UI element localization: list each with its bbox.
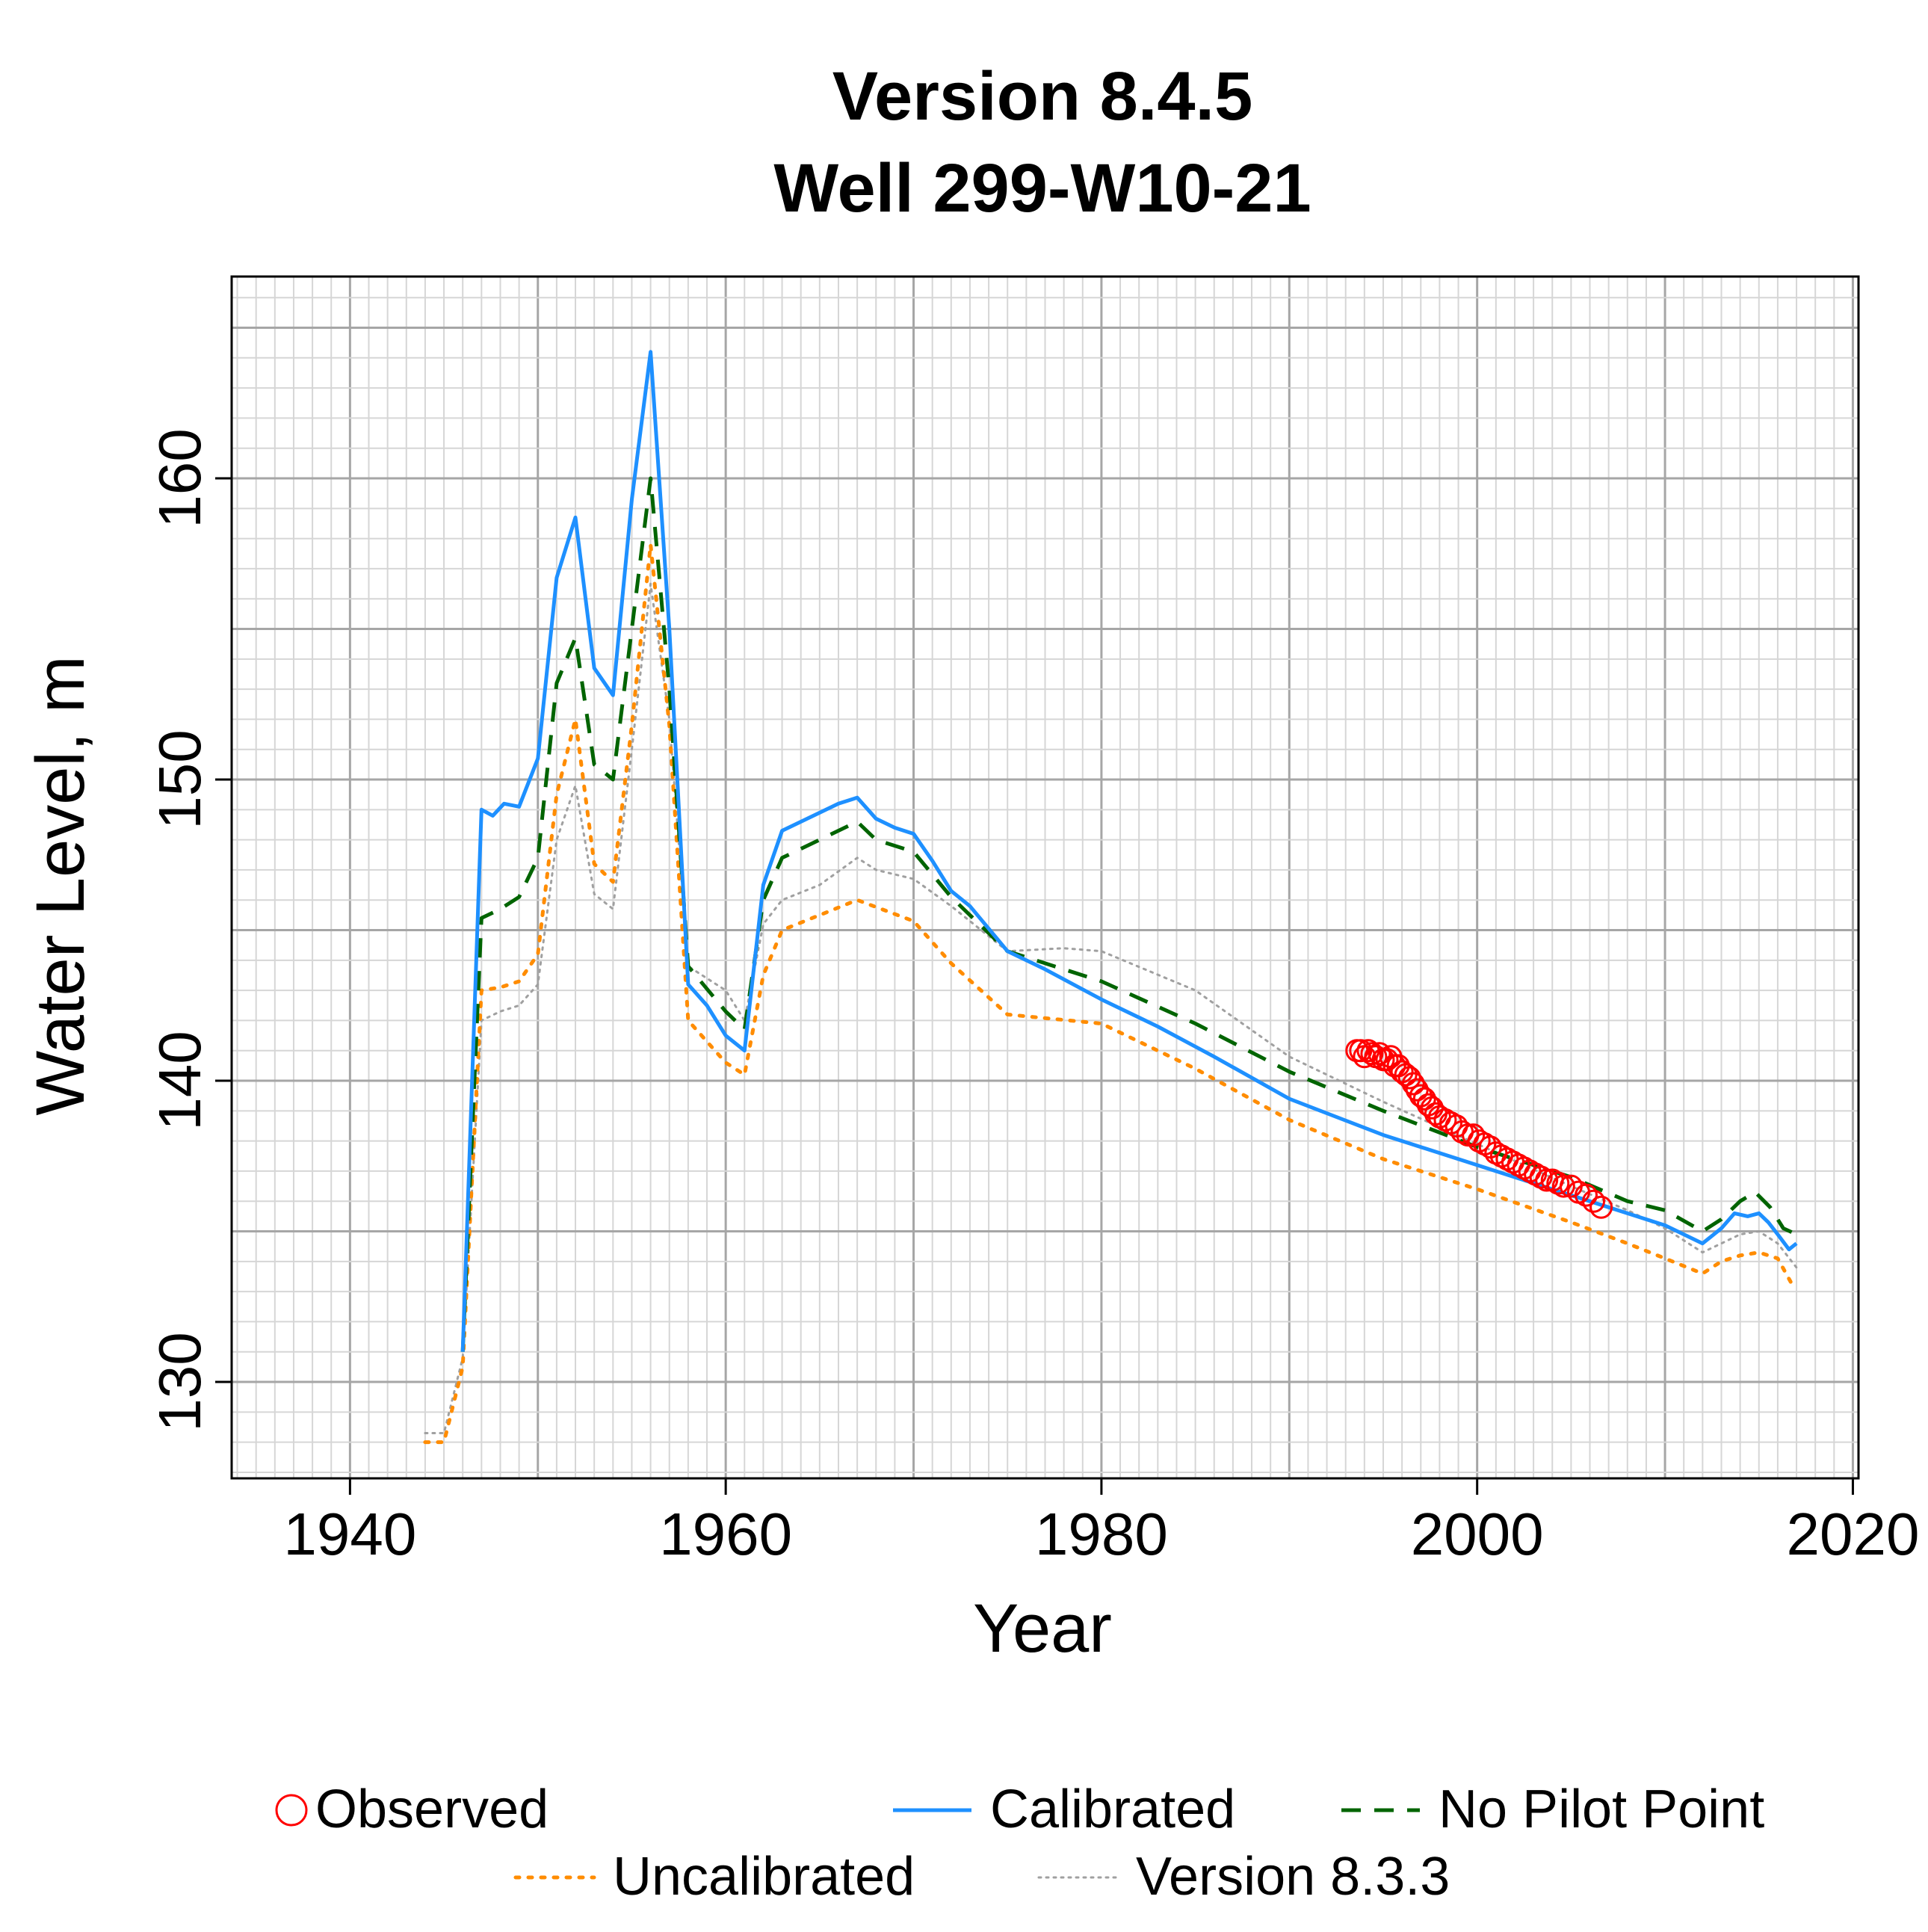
plot-frame: [230, 275, 1860, 1480]
legend-label: Version 8.3.3: [1136, 1847, 1450, 1907]
observed-point: [1433, 1108, 1457, 1132]
observed-point: [1467, 1129, 1491, 1153]
x-axis-label: Year: [973, 1590, 1112, 1667]
grid: [232, 277, 1859, 1478]
legend-label: Uncalibrated: [613, 1847, 915, 1907]
series-observed: [1345, 1039, 1613, 1219]
observed-point: [1529, 1165, 1553, 1189]
x-tick-label: 1980: [1035, 1501, 1168, 1567]
observed-point: [1582, 1189, 1606, 1213]
series-line-calibrated: [460, 350, 1798, 1352]
legend-label: Calibrated: [990, 1780, 1235, 1839]
axes: 1940 1960 1980 2000 2020 130 140 150 160: [146, 428, 1919, 1567]
x-tick-label: 2000: [1411, 1501, 1544, 1567]
observed-point: [1524, 1162, 1548, 1186]
series-layer: [423, 350, 1798, 1445]
legend-item-no-pilot-point: No Pilot Point: [1341, 1780, 1764, 1839]
legend-item-observed: Observed: [275, 1780, 549, 1839]
observed-point: [1360, 1042, 1384, 1066]
observed-point: [1589, 1195, 1613, 1219]
legend-item-uncalibrated: Uncalibrated: [513, 1847, 915, 1907]
legend-item-calibrated: Calibrated: [893, 1780, 1235, 1839]
observed-point: [1375, 1048, 1399, 1072]
y-tick-label: 130: [146, 1332, 213, 1431]
y-tick-label: 150: [146, 729, 213, 829]
chart-title: Version 8.4.5: [832, 58, 1253, 135]
x-tick-label: 1960: [659, 1501, 792, 1567]
y-axis-label: Water Level, m: [22, 655, 99, 1115]
observed-point: [1574, 1183, 1598, 1207]
observed-point: [1368, 1042, 1391, 1066]
observed-point: [1551, 1174, 1575, 1198]
legend-swatch: [275, 1794, 308, 1827]
observed-point: [1546, 1171, 1570, 1195]
legend-label: Observed: [315, 1780, 549, 1839]
observed-point: [1535, 1168, 1559, 1192]
x-tick-label: 1940: [283, 1501, 416, 1567]
y-tick-label: 140: [146, 1031, 213, 1130]
observed-point: [1397, 1066, 1421, 1090]
legend-item-version-8-3-3: Version 8.3.3: [1037, 1847, 1450, 1907]
series-line-uncalibrated: [423, 543, 1795, 1445]
y-tick-label: 160: [146, 428, 213, 528]
chart-subtitle: Well 299-W10-21: [773, 150, 1311, 226]
observed-point: [1349, 1039, 1373, 1063]
legend-label: No Pilot Point: [1439, 1780, 1764, 1839]
legend: Observed Calibrated No Pilot Point Uncalibr…: [275, 1780, 1764, 1907]
observed-point: [1401, 1072, 1425, 1096]
x-tick-label: 2020: [1786, 1501, 1919, 1567]
